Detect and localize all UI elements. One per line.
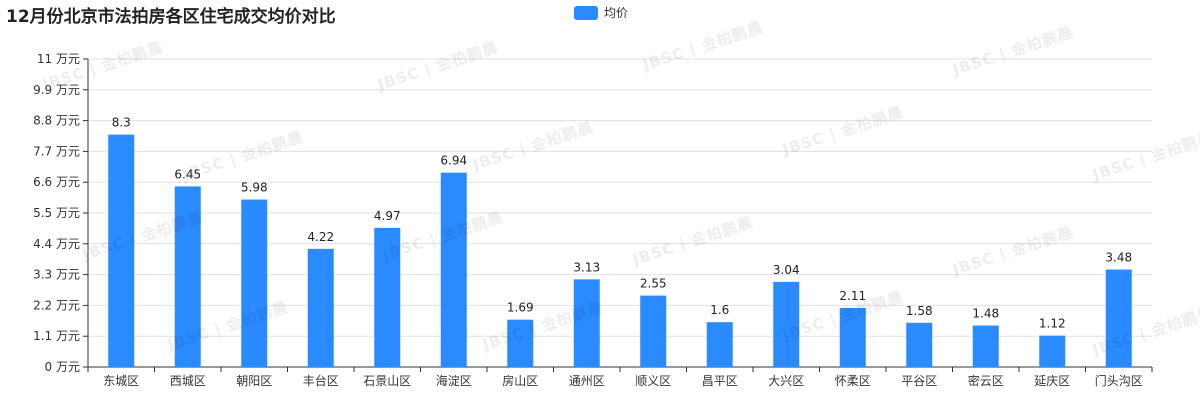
data-label: 6.94 bbox=[440, 154, 467, 168]
x-tick-label: 门头沟区 bbox=[1095, 373, 1143, 388]
y-tick-label: 11 万元 bbox=[37, 52, 80, 66]
data-label: 4.22 bbox=[307, 230, 334, 244]
bar bbox=[839, 307, 866, 367]
y-tick-label: 5.5 万元 bbox=[33, 206, 80, 220]
bar bbox=[1105, 269, 1132, 367]
y-tick-label: 3.3 万元 bbox=[33, 268, 80, 282]
bar bbox=[706, 322, 733, 367]
y-tick-label: 0 万元 bbox=[45, 360, 80, 374]
y-tick-label: 2.2 万元 bbox=[33, 298, 80, 312]
x-tick-label: 石景山区 bbox=[363, 374, 411, 388]
x-tick-label: 房山区 bbox=[502, 373, 538, 388]
data-label: 2.11 bbox=[839, 289, 866, 303]
y-tick-label: 9.9 万元 bbox=[33, 83, 80, 97]
y-tick-label: 8.8 万元 bbox=[33, 114, 80, 128]
x-tick-label: 东城区 bbox=[103, 374, 139, 388]
x-tick-label: 海淀区 bbox=[436, 373, 472, 388]
data-label: 3.48 bbox=[1105, 251, 1132, 265]
bar bbox=[307, 248, 334, 367]
legend[interactable]: 均价 bbox=[574, 4, 628, 21]
y-tick-label: 7.7 万元 bbox=[33, 144, 80, 158]
bar bbox=[906, 322, 933, 367]
x-tick-label: 昌平区 bbox=[702, 374, 738, 388]
data-label: 1.12 bbox=[1039, 317, 1066, 331]
y-tick-label: 4.4 万元 bbox=[33, 237, 80, 251]
bar bbox=[440, 172, 467, 367]
bar bbox=[573, 279, 600, 367]
bar bbox=[374, 227, 401, 367]
legend-swatch bbox=[574, 5, 598, 20]
data-label: 8.3 bbox=[112, 116, 131, 130]
x-tick-label: 怀柔区 bbox=[835, 374, 871, 388]
x-tick-label: 顺义区 bbox=[635, 374, 671, 388]
bar bbox=[507, 319, 534, 367]
bar bbox=[174, 186, 201, 367]
x-tick-label: 朝阳区 bbox=[236, 374, 272, 388]
x-tick-label: 平谷区 bbox=[901, 374, 937, 388]
x-tick-label: 大兴区 bbox=[768, 374, 804, 388]
bar bbox=[108, 134, 135, 367]
y-tick-label: 1.1 万元 bbox=[33, 329, 80, 343]
data-label: 1.48 bbox=[972, 307, 999, 321]
data-label: 4.97 bbox=[374, 209, 401, 223]
x-tick-label: 密云区 bbox=[968, 373, 1004, 388]
bar bbox=[1039, 335, 1066, 367]
data-label: 1.6 bbox=[710, 303, 729, 317]
data-label: 1.69 bbox=[507, 301, 534, 315]
x-tick-label: 丰台区 bbox=[303, 373, 339, 388]
data-label: 6.45 bbox=[174, 167, 201, 181]
data-label: 2.55 bbox=[640, 277, 667, 291]
data-label: 3.04 bbox=[773, 263, 800, 277]
x-tick-label: 通州区 bbox=[569, 374, 605, 388]
data-label: 1.58 bbox=[906, 304, 933, 318]
data-label: 5.98 bbox=[241, 181, 268, 195]
x-tick-label: 西城区 bbox=[170, 374, 206, 388]
chart-title: 12月份北京市法拍房各区住宅成交均价对比 bbox=[6, 7, 336, 27]
bar bbox=[241, 199, 268, 367]
data-label: 3.13 bbox=[573, 260, 600, 274]
bar bbox=[972, 325, 999, 367]
x-tick-label: 延庆区 bbox=[1034, 374, 1070, 388]
y-tick-label: 6.6 万元 bbox=[33, 175, 80, 189]
legend-label: 均价 bbox=[604, 6, 629, 20]
bar bbox=[640, 295, 667, 367]
bar bbox=[773, 281, 800, 367]
